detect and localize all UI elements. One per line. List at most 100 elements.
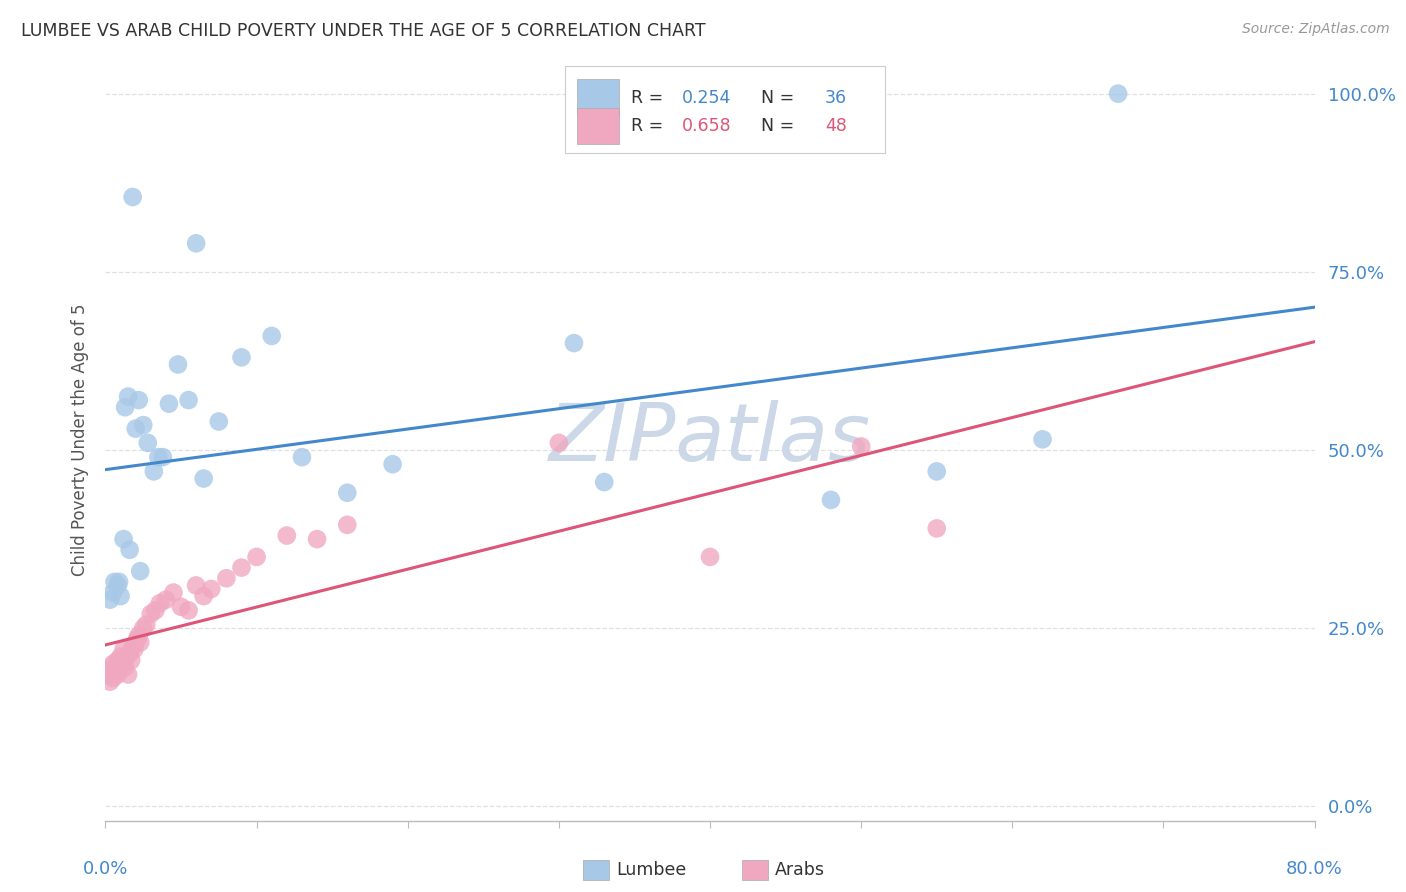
FancyBboxPatch shape [565,66,886,153]
Point [152,450,174,464]
Text: Arabs: Arabs [775,861,825,879]
Point [110,589,132,603]
FancyBboxPatch shape [576,108,620,145]
Text: 0.254: 0.254 [682,88,731,107]
Point [193,589,215,603]
Text: Source: ZipAtlas.com: Source: ZipAtlas.com [1241,22,1389,37]
Text: N =: N = [749,88,800,107]
Text: 48: 48 [825,117,846,135]
Point [167,358,190,372]
Point [115,649,138,664]
Point [118,646,141,660]
Point [132,621,155,635]
Point [114,401,136,415]
Point [98,592,121,607]
Point [128,393,150,408]
Point [276,528,298,542]
Text: 36: 36 [825,88,846,107]
Point [186,578,208,592]
Point [101,657,124,671]
Text: N =: N = [749,117,800,135]
Point [381,457,404,471]
Point [108,574,131,589]
Point [103,660,125,674]
Point [1032,433,1054,447]
Point [132,418,155,433]
Point [260,329,283,343]
Point [177,603,200,617]
Point [129,564,152,578]
Point [121,190,143,204]
Point [307,532,329,546]
Point [136,435,159,450]
Point [122,642,145,657]
Point [112,532,135,546]
Point [148,450,170,464]
Point [121,639,143,653]
Point [246,549,269,564]
Point [124,635,148,649]
Point [562,336,585,351]
Text: 0.0%: 0.0% [83,860,128,878]
Point [208,415,231,429]
Point [114,660,136,674]
Point [120,653,142,667]
Point [124,422,148,436]
Point [925,521,948,535]
Point [129,635,152,649]
Point [117,667,139,681]
Point [200,582,222,596]
Point [98,674,121,689]
Point [128,628,150,642]
Point [157,397,180,411]
Point [925,464,948,478]
Point [1107,87,1129,101]
Point [100,667,122,681]
Point [177,393,200,408]
Text: R =: R = [631,117,669,135]
Point [336,517,359,532]
Point [231,560,253,574]
Point [117,390,139,404]
Text: ZIPatlas: ZIPatlas [548,401,872,478]
Point [336,485,359,500]
Point [135,617,157,632]
Point [820,492,842,507]
Point [105,657,128,671]
Point [100,660,122,674]
Point [127,632,149,646]
Point [170,599,193,614]
FancyBboxPatch shape [576,79,620,116]
Point [593,475,616,489]
Y-axis label: Child Poverty Under the Age of 5: Child Poverty Under the Age of 5 [70,303,89,575]
Point [155,592,177,607]
Point [231,351,253,365]
Point [186,236,208,251]
Point [193,471,215,485]
Point [108,660,131,674]
Text: 80.0%: 80.0% [1286,860,1343,878]
Point [107,667,129,681]
Point [143,603,166,617]
Point [548,435,571,450]
Point [107,578,129,592]
Text: LUMBEE VS ARAB CHILD POVERTY UNDER THE AGE OF 5 CORRELATION CHART: LUMBEE VS ARAB CHILD POVERTY UNDER THE A… [21,22,706,40]
Point [101,671,124,685]
Text: Lumbee: Lumbee [616,861,686,879]
Point [107,653,129,667]
Point [849,439,872,453]
Point [103,574,125,589]
Point [112,642,135,657]
Point [97,664,120,678]
Point [142,464,165,478]
Point [118,542,141,557]
Point [162,585,184,599]
Point [215,571,238,585]
Point [110,649,132,664]
Point [139,607,162,621]
Text: R =: R = [631,88,669,107]
Point [111,657,134,671]
Point [291,450,314,464]
Point [96,667,118,681]
Point [699,549,721,564]
